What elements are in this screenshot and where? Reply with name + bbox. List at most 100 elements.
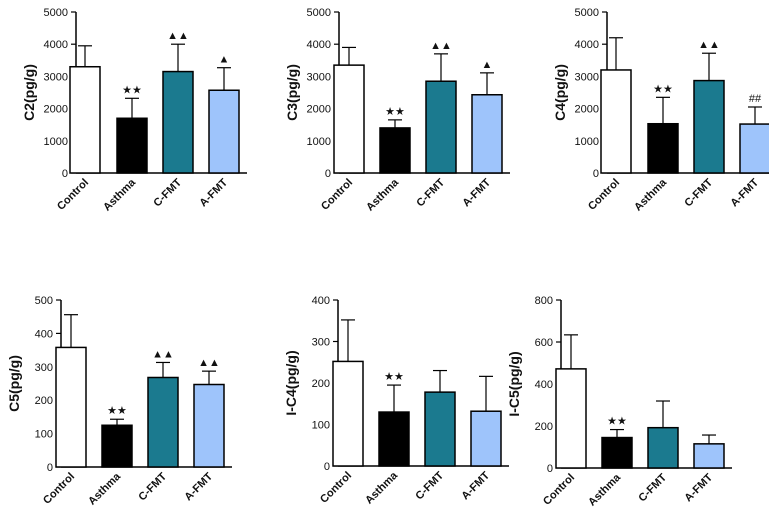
y-tick-label: 400 <box>535 379 553 391</box>
y-tick-label: 200 <box>312 378 330 390</box>
bar-asthma <box>116 117 148 174</box>
y-tick-label: 3000 <box>44 71 68 83</box>
y-tick-label: 600 <box>535 337 553 349</box>
category-label: Asthma <box>632 176 670 214</box>
bar-a-fmt <box>208 89 240 174</box>
chart-panel-6: 0 200 400 600 800 I-C5(pg/g) Control ★★ Asthma C-… <box>506 295 732 509</box>
y-tick-label: 100 <box>35 429 53 441</box>
bar-a-fmt <box>739 123 769 174</box>
y-axis-title: C3(pg/g) <box>284 64 300 121</box>
y-axis-title: C4(pg/g) <box>552 64 568 121</box>
category-label: C-FMT <box>151 176 184 209</box>
y-tick-label: 0 <box>47 462 53 474</box>
category-label: Control <box>319 177 355 213</box>
y-tick-label: 4000 <box>44 39 68 51</box>
bar-c-fmt <box>647 426 679 469</box>
bar-c-fmt <box>162 70 194 174</box>
bar-c-fmt <box>693 79 725 174</box>
category-label: Asthma <box>363 469 401 507</box>
category-label: C-FMT <box>682 176 715 209</box>
y-tick-label: 300 <box>312 337 330 349</box>
bar-a-fmt <box>193 383 225 468</box>
bar-asthma <box>378 411 410 467</box>
category-label: Asthma <box>586 471 624 509</box>
significance-marker: ## <box>749 93 762 105</box>
bar-c-fmt <box>424 391 456 467</box>
category-label: A-FMT <box>197 176 230 209</box>
bar-a-fmt <box>693 443 725 469</box>
y-tick-label: 4000 <box>307 39 331 51</box>
significance-marker: ▲ <box>482 59 493 71</box>
y-axis-title: I-C4(pg/g) <box>283 350 299 415</box>
y-tick-label: 2000 <box>44 104 68 116</box>
significance-marker: ▲▲ <box>698 39 720 51</box>
bar-asthma <box>101 424 133 468</box>
y-tick-label: 400 <box>35 328 53 340</box>
bar-a-fmt <box>470 410 502 467</box>
chart-panel-3: 0 1000 2000 3000 4000 5000 C4(pg/g) Control ★★ As… <box>552 7 769 214</box>
y-tick-label: 800 <box>535 295 553 307</box>
bar-asthma <box>647 122 679 174</box>
significance-marker: ▲▲ <box>430 40 452 52</box>
y-tick-label: 200 <box>535 421 553 433</box>
y-tick-label: 0 <box>324 461 330 473</box>
y-tick-label: 5000 <box>307 7 331 19</box>
category-label: A-FMT <box>460 176 493 209</box>
bar-c-fmt <box>425 80 457 174</box>
y-axis-title: C2(pg/g) <box>21 64 37 121</box>
bar-control <box>555 368 587 469</box>
category-label: Control <box>318 470 354 506</box>
bar-control <box>69 65 101 174</box>
bar-control <box>55 346 87 468</box>
chart-panel-2: 0 1000 2000 3000 4000 5000 C3(pg/g) Control ★★ As… <box>284 7 510 214</box>
y-axis-title: I-C5(pg/g) <box>506 351 522 416</box>
category-label: Control <box>541 472 577 508</box>
significance-marker: ★★ <box>607 416 627 428</box>
category-label: C-FMT <box>136 470 169 503</box>
y-tick-label: 3000 <box>307 71 331 83</box>
chart-panel-5: 0 100 200 300 400 I-C4(pg/g) Control ★★ Asthma C-… <box>283 295 509 507</box>
category-label: Asthma <box>101 176 139 214</box>
bar-a-fmt <box>471 94 503 174</box>
y-tick-label: 200 <box>35 395 53 407</box>
y-tick-label: 0 <box>593 168 599 180</box>
significance-marker: ★★ <box>653 83 673 95</box>
bar-control <box>333 64 365 174</box>
category-label: C-FMT <box>414 176 447 209</box>
y-tick-label: 1000 <box>307 136 331 148</box>
y-tick-label: 3000 <box>575 71 599 83</box>
bar-c-fmt <box>147 376 179 468</box>
y-tick-label: 5000 <box>575 7 599 19</box>
bar-asthma <box>379 127 411 174</box>
significance-marker: ★★ <box>385 106 405 118</box>
category-label: A-FMT <box>728 176 761 209</box>
y-tick-label: 100 <box>312 420 330 432</box>
y-tick-label: 2000 <box>575 104 599 116</box>
y-tick-label: 0 <box>62 168 68 180</box>
category-label: A-FMT <box>182 470 215 503</box>
category-label: Control <box>41 471 77 507</box>
y-tick-label: 500 <box>35 295 53 307</box>
significance-marker: ▲ <box>219 54 230 66</box>
significance-marker: ▲▲ <box>167 30 189 42</box>
y-tick-label: 0 <box>547 463 553 475</box>
significance-marker: ★★ <box>122 84 142 96</box>
significance-marker: ▲▲ <box>198 357 220 369</box>
y-tick-label: 400 <box>312 295 330 307</box>
y-tick-label: 5000 <box>44 7 68 19</box>
y-tick-label: 1000 <box>575 136 599 148</box>
category-label: Asthma <box>364 176 402 214</box>
category-label: Control <box>586 177 622 213</box>
category-label: Asthma <box>86 470 124 508</box>
category-label: C-FMT <box>413 469 446 502</box>
category-label: A-FMT <box>682 471 715 504</box>
significance-marker: ▲▲ <box>152 348 174 360</box>
significance-marker: ★★ <box>384 371 404 383</box>
y-axis-title: C5(pg/g) <box>6 355 22 412</box>
category-label: A-FMT <box>459 469 492 502</box>
y-tick-label: 0 <box>325 168 331 180</box>
chart-panel-1: 0 1000 2000 3000 4000 5000 C2(pg/g) Control ★★ As… <box>21 7 247 214</box>
bar-control <box>600 69 632 174</box>
significance-marker: ★★ <box>107 405 127 417</box>
